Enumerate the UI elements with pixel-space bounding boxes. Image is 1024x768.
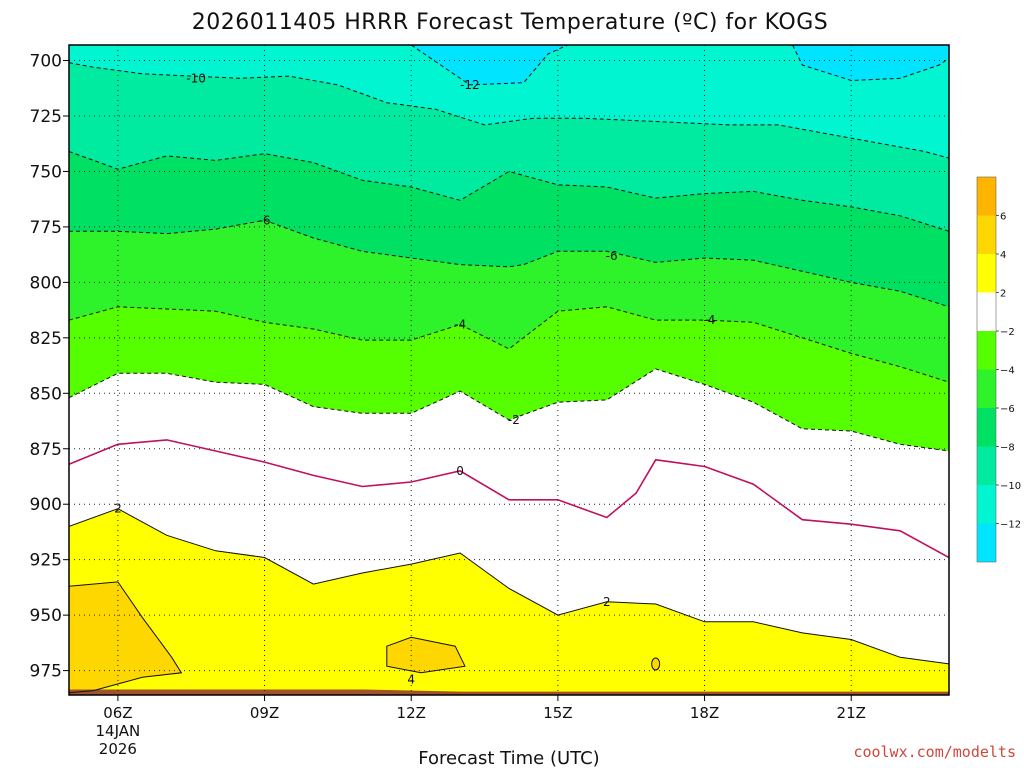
- contour-label: -4: [703, 313, 715, 327]
- isotherm-minus-8: [69, 151, 949, 232]
- contour-label: -6: [606, 249, 618, 263]
- contour-label: -10: [186, 71, 206, 85]
- isotherm-minus-12: [410, 45, 568, 86]
- y-tick-label: 950: [30, 606, 62, 626]
- colorbar-segment: [977, 369, 996, 408]
- colorbar-tick-label: 6: [1000, 212, 1006, 223]
- x-tick-label: 15Z: [543, 704, 572, 722]
- colorbar-tick-label: −6: [1000, 404, 1015, 415]
- y-tick-label: 725: [30, 107, 62, 127]
- isotherm-minus-6: [69, 219, 949, 308]
- y-tick-label: 750: [30, 162, 62, 182]
- band-4_6: [386, 637, 465, 673]
- y-tick-label: 975: [30, 662, 62, 682]
- contour-label: -12: [460, 78, 480, 92]
- y-tick-label: 875: [30, 440, 62, 460]
- x-axis-label: Forecast Time (UTC): [418, 748, 599, 768]
- y-tick-label: 700: [30, 52, 62, 72]
- y-tick-label: 850: [30, 384, 62, 404]
- colorbar: −12 −10 −8 −6 −4 −2 2 4 6: [976, 176, 1021, 563]
- colorbar-segment: [977, 446, 996, 485]
- y-tick-label: 900: [30, 495, 62, 515]
- band-2_4: [69, 508, 949, 695]
- isotherm-0: [69, 439, 949, 559]
- isotherm-minus-2: [69, 368, 949, 452]
- band-lt-minus-12-pocket: [411, 45, 568, 85]
- contour-label: 2: [603, 595, 611, 609]
- x-tick-label: 21Z: [837, 704, 866, 722]
- y-tick-label: 825: [30, 329, 62, 349]
- x-tick-label: 09Z: [250, 704, 279, 722]
- colorbar-segment: [977, 254, 996, 293]
- chart-title: 2026011405 HRRR Forecast Temperature (ºC…: [192, 10, 828, 35]
- ground-fill: [69, 689, 949, 695]
- colorbar-tick-label: −12: [1000, 520, 1021, 531]
- colorbar-segment: [977, 215, 996, 254]
- contour-label: -2: [508, 413, 520, 427]
- isotherm-2: [69, 508, 949, 665]
- colorbar-tick-label: 4: [1000, 250, 1006, 261]
- isotherm-4: [69, 581, 183, 694]
- isotherm-4: [386, 636, 466, 674]
- colorbar-tick-label: −2: [1000, 327, 1015, 338]
- colorbar-segment: [977, 331, 996, 370]
- isotherm-minus-12: [792, 45, 949, 82]
- colorbar-tick-label: −8: [1000, 443, 1015, 454]
- band-4_6: [69, 581, 182, 693]
- isotherm-minus-4: [69, 306, 949, 383]
- band-lt-minus-12-pocket: [792, 45, 949, 81]
- contour-label: 0: [456, 464, 464, 478]
- x-tick-year: 2026: [99, 740, 137, 758]
- plot-area: -12 -10 -6 -6 -4 -4 -2 0 2 2 4: [69, 45, 949, 695]
- colorbar-segment: [977, 485, 996, 524]
- colorbar-segment: [977, 292, 996, 331]
- plot-frame: [68, 44, 950, 696]
- x-tick-label: 18Z: [690, 704, 719, 722]
- colorbar-tick-label: −10: [1000, 481, 1021, 492]
- colorbar-tick-label: −4: [1000, 366, 1015, 377]
- contour-label: -6: [259, 213, 271, 227]
- colorbar-segment: [977, 408, 996, 447]
- isotherm-minus-10: [69, 62, 949, 159]
- y-tick-label: 925: [30, 551, 62, 571]
- x-tick-date: 14JAN: [96, 722, 141, 740]
- credit-text: coolwx.com/modelts: [853, 743, 1016, 761]
- x-tick-label: 12Z: [397, 704, 426, 722]
- contour-label: 2: [114, 502, 122, 516]
- colorbar-segment: [977, 177, 996, 216]
- y-tick-label: 800: [30, 273, 62, 293]
- x-tick-label: 06Z: [103, 704, 132, 722]
- isotherm-4-blob: [651, 657, 661, 671]
- colorbar-segment: [977, 523, 996, 562]
- colorbar-tick-label: 2: [1000, 289, 1006, 300]
- axes: 70072575077580082585087590092595097506Z1…: [30, 44, 950, 758]
- contour-label: -4: [454, 318, 466, 332]
- y-tick-label: 775: [30, 218, 62, 238]
- contour-label: 4: [407, 672, 415, 686]
